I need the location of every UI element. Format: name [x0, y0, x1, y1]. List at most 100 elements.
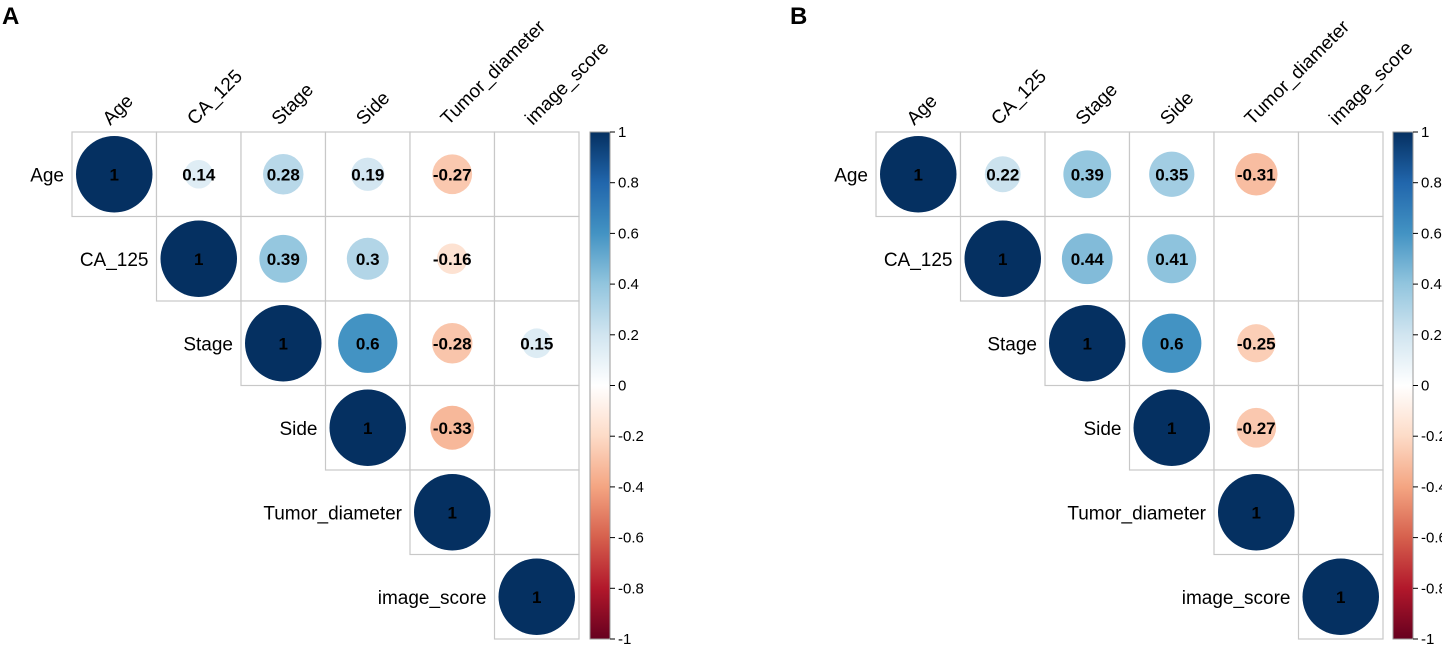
- panel-b-colorbar: 1 0.8 0.6 0.4 0.2 0 -0.2 -0.4 -0.6 -0.8 -1: [1392, 124, 1442, 646]
- panel-a-cells: 1 0.14 0.28 0.19 -0.27 1 0.39 0.3 -0.16 1 0.6 -0.28…: [76, 136, 575, 635]
- panel-b-colorbar-tick-label: 1: [1421, 124, 1429, 141]
- panel-a-grid-cell: [493, 384, 580, 471]
- panel-a-label: A: [2, 3, 19, 30]
- panel-b-col-label: Age: [903, 91, 942, 130]
- panel-a-row-label: Stage: [183, 334, 233, 355]
- panel-a-circle-r4c4: [414, 474, 491, 551]
- panel-a-row-label: Side: [279, 419, 317, 440]
- panel-a-value-r3c4: -0.33: [433, 419, 472, 438]
- panel-b-colorbar-tick-label: -0.4: [1421, 479, 1442, 496]
- panel-a-circle-r0c0: [76, 136, 153, 213]
- panel-b-row-label: CA_125: [884, 250, 953, 271]
- panel-b-grid-cell: [1213, 215, 1300, 302]
- panel-b-value-r2c2: 1: [1083, 334, 1092, 353]
- panel-b-colorbar-bar: [1392, 131, 1414, 640]
- panel-b-colorbar-tick-label: 0.8: [1421, 175, 1442, 192]
- panel-a-value-r0c1: 0.14: [182, 165, 216, 184]
- panel-a-circle-r2c2: [245, 305, 322, 382]
- panel-a-circle-r2c3: [338, 313, 398, 373]
- panel-a-circle-r0c1: [184, 159, 214, 189]
- panel-a-circle-r2c5: [521, 328, 552, 359]
- panel-a-colorbar-bar: [589, 131, 611, 640]
- panel-a-row-label: CA_125: [80, 250, 149, 271]
- panel-b-value-r0c0: 1: [914, 165, 923, 184]
- panel-a-col-label: Age: [99, 91, 138, 130]
- panel-a-grid-cell: [493, 215, 580, 302]
- panel-b-row-label: Stage: [987, 334, 1037, 355]
- panel-a-circle-r1c2: [259, 234, 308, 283]
- panel-a-row-label: Tumor_diameter: [263, 503, 402, 524]
- panel-a-col-label: image_score: [521, 38, 613, 130]
- panel-b-circle-r3c4: [1236, 407, 1277, 448]
- panel-b-grid-cell: [1297, 384, 1384, 471]
- panel-a-value-r0c4: -0.27: [433, 165, 472, 184]
- panel-a-value-r4c4: 1: [448, 503, 457, 522]
- panel-a-grid: [71, 131, 580, 640]
- panel-a-row-label: Age: [30, 165, 64, 186]
- panel-a-circle-r0c4: [432, 154, 473, 195]
- panel-b-row-labels: Age CA_125 Stage Side Tumor_diameter image_sc…: [834, 165, 1290, 609]
- panel-a-circle-r5c5: [498, 558, 575, 635]
- panel-a-colorbar-tick-label: 0.8: [618, 175, 639, 192]
- panel-b-value-r5c5: 1: [1336, 588, 1345, 607]
- panel-b-circle-r1c2: [1061, 233, 1113, 285]
- panel-a-value-r0c0: 1: [110, 165, 119, 184]
- panel-a-colorbar-tick-label: 0: [618, 378, 626, 395]
- panel-b-value-r1c2: 0.44: [1071, 250, 1105, 269]
- panel-a-value-r0c3: 0.19: [351, 165, 384, 184]
- panel-a-circle-r1c1: [160, 220, 237, 297]
- panel-a-col-label: Side: [352, 88, 394, 130]
- panel-b-grid: [875, 131, 1384, 640]
- panel-b-colorbar-tick-label: -0.6: [1421, 530, 1442, 547]
- panel-b-row-label: Age: [834, 165, 868, 186]
- panel-a-value-r1c4: -0.16: [433, 250, 472, 269]
- panel-a-circle-r2c4: [432, 323, 473, 364]
- panel-a-value-r1c3: 0.3: [356, 250, 380, 269]
- panel-a-colorbar-tick-label: 1: [618, 124, 626, 141]
- panel-b-colorbar-tick-label: -0.8: [1421, 580, 1442, 597]
- panel-b-circle-r0c2: [1063, 150, 1112, 199]
- panel-b-col-label: image_score: [1325, 38, 1417, 130]
- panel-b-col-label: Stage: [1072, 80, 1122, 130]
- panel-b-grid-cell: [1297, 131, 1384, 218]
- panel-b-grid-cell: [1297, 215, 1384, 302]
- panel-b-colorbar-tick-label: 0.6: [1421, 225, 1442, 242]
- panel-b: B 1 0.22 0.39 0.35 -0.311 0.44 0.411 0.6 -0.251-…: [790, 3, 1442, 646]
- panel-b-grid-cell: [1297, 469, 1384, 556]
- panel-a-circle-r0c3: [351, 157, 385, 191]
- panel-b-col-label: Side: [1156, 88, 1198, 130]
- panel-b-value-r3c4: -0.27: [1237, 419, 1276, 438]
- panel-a-value-r3c3: 1: [363, 419, 372, 438]
- panel-a-circle-r1c4: [436, 243, 468, 275]
- panel-b-circle-r2c2: [1049, 305, 1126, 382]
- panel-b-colorbar-tick-label: -1: [1421, 631, 1434, 646]
- panel-b-value-r0c1: 0.22: [986, 165, 1019, 184]
- panel-a-colorbar-tick-label: 0.4: [618, 276, 639, 293]
- panel-a-circle-r3c3: [329, 389, 406, 466]
- panel-a-col-label: CA_125: [183, 66, 246, 129]
- panel-b-value-r2c3: 0.6: [1160, 334, 1184, 353]
- panel-a-row-labels: Age CA_125 Stage Side Tumor_diameter image_sc…: [30, 165, 486, 609]
- panel-b-circle-r0c1: [984, 156, 1021, 193]
- panel-a-value-r2c3: 0.6: [356, 334, 380, 353]
- panel-b-circle-r1c1: [964, 220, 1041, 297]
- panel-b-value-r0c4: -0.31: [1237, 165, 1276, 184]
- panel-b-circle-r4c4: [1218, 474, 1295, 551]
- panel-a-circle-r1c3: [346, 237, 389, 280]
- panel-b-col-label: CA_125: [987, 66, 1050, 129]
- panel-b-grid-cell: [1297, 300, 1384, 387]
- panel-b-circle-r0c0: [880, 136, 957, 213]
- panel-a-grid-cell: [493, 131, 580, 218]
- panel-b-colorbar-tick-label: -0.2: [1421, 428, 1442, 445]
- panel-a-value-r1c2: 0.39: [267, 250, 300, 269]
- panel-a-grid-cell: [324, 215, 411, 302]
- panel-a-value-r2c2: 1: [279, 334, 288, 353]
- panel-a-colorbar-tick-label: 0.6: [618, 225, 639, 242]
- panel-a-value-r2c5: 0.15: [520, 334, 553, 353]
- panel-b-row-label: Side: [1083, 419, 1121, 440]
- panel-b-colorbar-tick-label: 0: [1421, 378, 1429, 395]
- panel-b-value-r2c4: -0.25: [1237, 334, 1276, 353]
- panel-a-value-r2c4: -0.28: [433, 334, 472, 353]
- panel-a-circle-r3c4: [430, 405, 475, 450]
